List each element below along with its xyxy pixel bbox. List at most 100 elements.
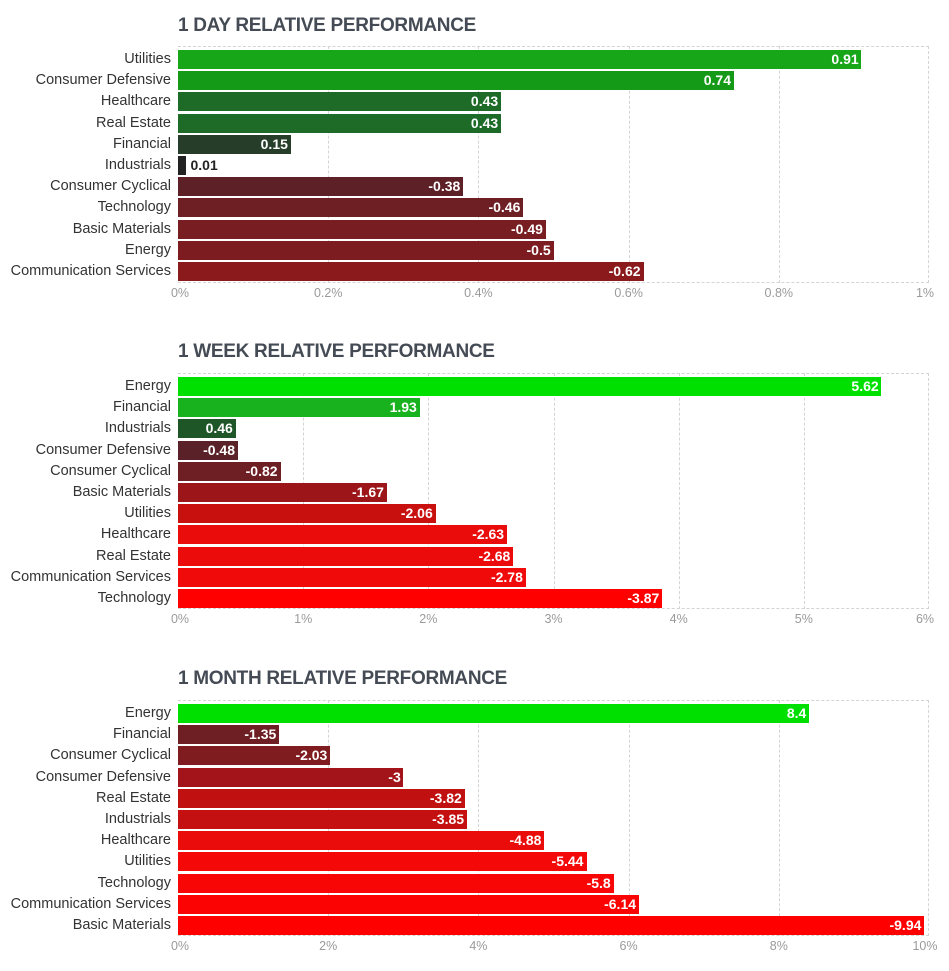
category-label: Energy: [125, 378, 171, 394]
bar-value-label: -3.85: [432, 811, 465, 827]
category-label: Consumer Defensive: [35, 72, 171, 89]
plot-border: [178, 935, 929, 936]
bar: [178, 589, 663, 608]
bar-value-label: -2.78: [490, 568, 523, 585]
category-label: Real Estate: [96, 114, 171, 131]
bar: [178, 92, 501, 112]
plot-border: [178, 46, 929, 47]
gridline: [628, 700, 630, 936]
bar-value-label: 0.43: [470, 93, 499, 110]
gridline: [553, 373, 555, 609]
bar: [178, 546, 514, 566]
category-label: Real Estate: [96, 789, 171, 806]
bar: [178, 725, 280, 745]
bar: [178, 504, 436, 524]
category-label: Industrials: [104, 157, 171, 173]
category-label: Basic Materials: [72, 917, 171, 933]
chart-title: 1 WEEK RELATIVE PERFORMANCE: [178, 341, 495, 362]
chart-title: 1 MONTH RELATIVE PERFORMANCE: [178, 668, 508, 689]
bar-value-label: 5.62: [851, 378, 879, 394]
category-label: Healthcare: [100, 832, 171, 849]
gridline: [428, 373, 430, 609]
bar-value-label: -1.35: [244, 726, 277, 743]
bar-value-label: -4.88: [509, 832, 542, 849]
bar-value-label: -0.82: [245, 462, 278, 479]
bar-value-label: -0.48: [203, 441, 235, 458]
bar-value-label: -3.87: [627, 590, 660, 606]
bar: [178, 483, 388, 502]
gridline: [803, 373, 805, 609]
x-tick-label: 6%: [915, 612, 935, 626]
x-tick-label: 6%: [619, 939, 638, 953]
bar-value-label: 0.15: [260, 135, 288, 152]
bar-value-label: -0.49: [510, 220, 543, 237]
category-label: Financial: [112, 135, 171, 152]
bar-value-label: -6.14: [604, 895, 637, 912]
gridline: [778, 700, 780, 936]
bar: [178, 852, 587, 872]
plot-border: [178, 282, 929, 283]
category-label: Communication Services: [10, 895, 171, 912]
plot-border: [928, 373, 929, 609]
bar: [178, 461, 281, 481]
category-label: Real Estate: [96, 547, 171, 564]
bar-value-label: -0.46: [488, 199, 521, 216]
category-label: Financial: [112, 399, 171, 416]
plot-area: 5.62 1.93 0.46 -0.48 -0.82 -1.67 -2.06 -2.63 -2.…: [178, 373, 929, 609]
x-tick-label: 2%: [319, 939, 338, 953]
category-label: Energy: [125, 241, 171, 258]
bar: [178, 788, 465, 808]
plot-area: 8.4 -1.35 -2.03 -3 -3.82 -3.85 -4.88 -5.44 -5.8 -…: [178, 700, 929, 936]
category-label: Communication Services: [10, 568, 171, 585]
plot-border: [928, 700, 929, 936]
x-tick-label: 0%: [170, 612, 190, 626]
bar-value-label: 0.46: [205, 420, 233, 437]
category-label: Technology: [97, 874, 171, 891]
plot-border: [928, 46, 929, 283]
x-tick-label: 10%: [912, 939, 938, 953]
x-tick-label: 0.8%: [764, 286, 794, 300]
category-label: Healthcare: [100, 93, 171, 110]
gridline: [478, 46, 480, 283]
bar: [178, 916, 925, 935]
bar-value-label: -2.68: [478, 547, 511, 564]
category-label: Consumer Defensive: [35, 441, 171, 458]
bar: [178, 419, 236, 439]
bar: [178, 767, 404, 787]
bar-value-label: -9.94: [889, 917, 922, 933]
bar-value-label: -0.38: [428, 178, 461, 195]
bar-value-label: 8.4: [786, 705, 807, 721]
bar: [178, 567, 526, 587]
category-label: Utilities: [124, 51, 171, 67]
bar: [178, 113, 501, 133]
bar: [178, 894, 640, 914]
bar: [178, 71, 734, 91]
category-label: Utilities: [124, 853, 171, 870]
x-tick-label: 1%: [294, 612, 313, 626]
bar: [178, 440, 239, 460]
bar: [178, 525, 508, 545]
category-label: Basic Materials: [72, 220, 171, 237]
chart-title: 1 DAY RELATIVE PERFORMANCE: [178, 15, 477, 36]
bar: [178, 831, 545, 851]
bar-value-label: -0.62: [608, 263, 641, 279]
bar: [178, 873, 614, 893]
bar-value-label: -3: [388, 768, 401, 785]
category-label: Energy: [125, 705, 171, 721]
category-label: Technology: [97, 590, 171, 606]
bar: [178, 50, 862, 69]
day-performance-chart: 1 DAY RELATIVE PERFORMANCE 0.91 0.74 0.43 0…: [0, 15, 949, 310]
bar: [178, 262, 644, 281]
category-label: Consumer Cyclical: [50, 462, 171, 479]
bar-value-label: 0.01: [190, 157, 218, 173]
bar: [178, 377, 882, 396]
week-performance-chart: 1 WEEK RELATIVE PERFORMANCE 5.62 1.93 0.46…: [0, 341, 949, 636]
plot-border: [178, 700, 929, 701]
bar: [178, 156, 186, 175]
x-tick-label: 4%: [669, 612, 688, 626]
category-label: Consumer Defensive: [35, 768, 171, 785]
category-label: Healthcare: [100, 526, 171, 543]
category-label: Utilities: [124, 505, 171, 522]
x-tick-label: 0.2%: [313, 286, 343, 300]
bar: [178, 240, 554, 260]
